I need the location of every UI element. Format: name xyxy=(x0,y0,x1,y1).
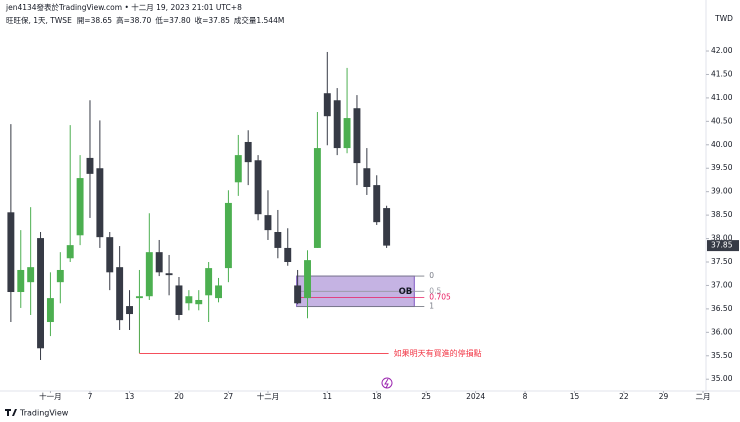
candle-body xyxy=(56,269,64,283)
candle-body xyxy=(126,306,133,315)
candle-body xyxy=(313,148,321,248)
y-tick-label: 37.00 xyxy=(711,280,733,289)
candle-body xyxy=(185,296,193,304)
y-tick-label: 39.50 xyxy=(711,163,733,172)
y-tick-label: 38.50 xyxy=(711,210,733,219)
ohlc-label: 收=37.85 xyxy=(195,15,230,25)
fib-label: 0 xyxy=(429,271,434,280)
event-bolt xyxy=(384,378,389,389)
candle-body xyxy=(86,157,94,174)
y-tick-label: 40.50 xyxy=(711,116,733,125)
y-tick-label: 41.00 xyxy=(711,93,733,102)
x-tick-label: 7 xyxy=(88,392,93,401)
candle-body xyxy=(195,299,203,305)
y-tick-label: 42.00 xyxy=(711,46,733,55)
fib-label: 1 xyxy=(429,302,434,311)
candle-body xyxy=(145,252,153,297)
ohlc-label: 高=38.70 xyxy=(116,15,151,25)
candle-body xyxy=(244,141,252,163)
y-tick-label: 41.50 xyxy=(711,69,733,78)
candle-body xyxy=(106,237,114,273)
x-tick-label: 15 xyxy=(570,392,580,401)
candle-body xyxy=(175,285,183,315)
y-tick-label: 37.50 xyxy=(711,257,733,266)
candle-body xyxy=(76,178,84,236)
symbol: 旺旺保, 1天, TWSE xyxy=(6,16,72,25)
ohlc-label: 成交量1.544M xyxy=(234,15,284,25)
candle-body xyxy=(304,260,311,299)
candle-body xyxy=(264,215,272,231)
candle-body xyxy=(284,247,292,263)
x-tick-label: 29 xyxy=(659,392,669,401)
y-tick-label: 35.50 xyxy=(711,351,733,360)
candle-body xyxy=(224,202,232,269)
stop-label: 如果明天有買進的停損點 xyxy=(394,348,482,358)
candle-body xyxy=(353,108,361,164)
x-tick-label: 20 xyxy=(174,392,184,401)
y-tick-label: 35.00 xyxy=(711,374,733,383)
candle-body xyxy=(116,267,124,321)
candle-body xyxy=(254,160,262,215)
candle-body xyxy=(363,168,371,187)
y-tick-label: 38.00 xyxy=(711,234,733,243)
x-tick-label: 13 xyxy=(125,392,135,401)
y-tick-label: 39.00 xyxy=(711,187,733,196)
x-tick-label: 18 xyxy=(372,392,382,401)
brand: TradingView xyxy=(19,409,69,418)
candle-body xyxy=(46,298,54,323)
y-tick-label: 36.00 xyxy=(711,327,733,336)
fib-label: 0.705 xyxy=(429,293,451,302)
candle-body xyxy=(96,168,104,238)
candle-body xyxy=(27,267,35,283)
candle-body xyxy=(343,118,351,149)
candle-body xyxy=(37,238,45,349)
candle-body xyxy=(323,93,331,117)
last-price: 37.85 xyxy=(711,241,733,250)
candle-body xyxy=(17,269,25,293)
header: jen4134發表於TradingView.com • 十二月 19, 2023… xyxy=(5,2,242,12)
last-price-box xyxy=(707,240,739,252)
ohlc-label: 低=37.80 xyxy=(155,15,190,25)
x-tick-label: 8 xyxy=(523,392,528,401)
candle-body xyxy=(155,252,163,273)
candle-body xyxy=(294,285,302,304)
candle-body xyxy=(135,296,143,299)
x-tick-label: 27 xyxy=(224,392,234,401)
candle-body xyxy=(373,185,381,223)
candle-body xyxy=(215,285,222,299)
ob-label: OB xyxy=(399,287,413,297)
x-tick-label: 25 xyxy=(421,392,431,401)
currency: TWD xyxy=(714,14,733,23)
y-tick-label: 40.00 xyxy=(711,140,733,149)
candle-body xyxy=(333,100,341,149)
x-tick-label: 十一月 xyxy=(39,391,62,401)
candle-body xyxy=(165,273,173,276)
x-tick-label: 十二月 xyxy=(257,391,280,401)
candle-body xyxy=(234,155,242,183)
candle-body xyxy=(66,245,74,259)
fib-label: 0.5 xyxy=(429,286,441,295)
y-tick-label: 36.50 xyxy=(711,304,733,313)
x-tick-label: 22 xyxy=(619,392,629,401)
event-icon xyxy=(381,377,393,389)
x-tick-label: 二月 xyxy=(696,392,711,401)
x-tick-label: 11 xyxy=(323,392,333,401)
candle-body xyxy=(274,231,282,248)
candle-body xyxy=(205,268,213,296)
candle-body xyxy=(7,212,15,293)
x-tick-label: 2024 xyxy=(466,392,485,401)
ohlc-label: 開=38.65 xyxy=(77,16,112,25)
brand-logo xyxy=(5,409,17,416)
candle-body xyxy=(383,208,391,246)
